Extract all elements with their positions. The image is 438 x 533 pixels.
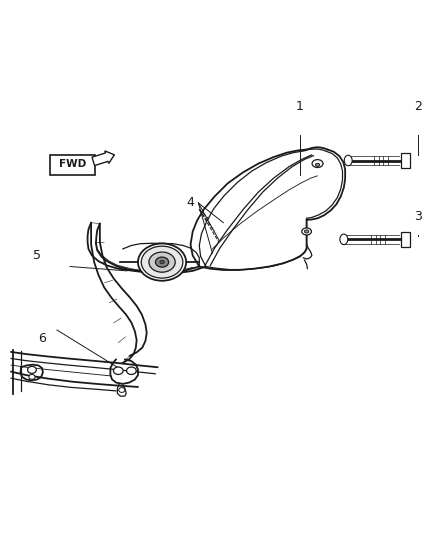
Ellipse shape [28,366,36,374]
Ellipse shape [127,367,136,375]
Ellipse shape [113,367,123,375]
Ellipse shape [312,159,323,167]
Ellipse shape [315,163,320,166]
FancyArrow shape [92,151,114,166]
Ellipse shape [119,387,125,392]
Text: 6: 6 [38,332,46,345]
Ellipse shape [138,244,186,281]
Text: 3: 3 [414,209,422,223]
Ellipse shape [304,230,309,233]
Text: 1: 1 [296,100,304,113]
Text: 4: 4 [187,197,194,209]
Ellipse shape [302,228,311,235]
Ellipse shape [141,246,183,278]
FancyBboxPatch shape [50,155,95,174]
Text: FWD: FWD [59,159,86,168]
Text: 2: 2 [414,100,422,113]
Ellipse shape [344,155,352,166]
Ellipse shape [149,252,175,272]
Bar [401,153,410,168]
Ellipse shape [340,234,348,245]
Text: 5: 5 [33,249,41,262]
Ellipse shape [29,375,35,379]
Ellipse shape [160,260,164,264]
Ellipse shape [155,257,169,267]
Bar [401,232,410,247]
